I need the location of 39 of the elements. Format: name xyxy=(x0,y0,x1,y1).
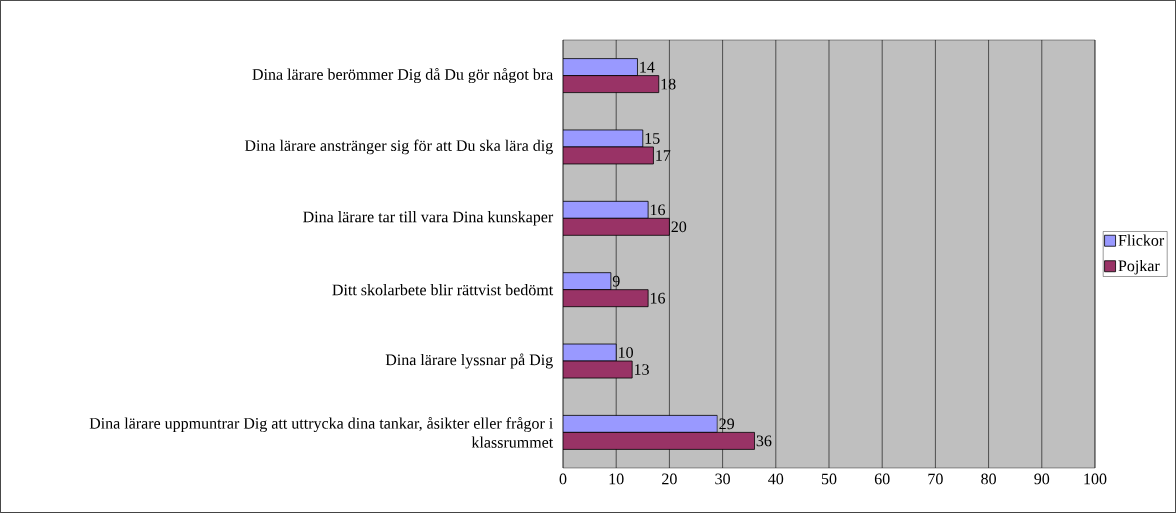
x-tick-label: 60 xyxy=(874,473,890,485)
y-tick-label: Dina lärare anstränger sig för att Du ska lära dig xyxy=(244,139,553,155)
x-tick-label: 80 xyxy=(981,473,996,485)
x-tick-label: 10 xyxy=(609,473,624,485)
data-label: 14 xyxy=(640,61,655,73)
y-tick-label: Dina lärare uppmuntrar Dig att uttrycka dina tankar, åsikter eller frågor i klassrummet xyxy=(89,417,554,448)
data-label: 36 xyxy=(756,435,772,447)
data-label: 17 xyxy=(656,150,671,161)
bar xyxy=(563,200,649,219)
x-tick-label: 0 xyxy=(559,473,567,485)
x-tick-label: 20 xyxy=(662,473,677,485)
bar xyxy=(563,289,649,308)
data-label: 15 xyxy=(645,133,660,144)
data-label: 16 xyxy=(650,204,666,216)
bar xyxy=(563,431,755,450)
data-label: 20 xyxy=(671,221,687,233)
data-label: 29 xyxy=(719,418,735,430)
data-label: 16 xyxy=(650,292,666,304)
x-tick-label: 40 xyxy=(768,473,784,485)
y-tick-label: Ditt skolarbete blir rättvist bedömt xyxy=(332,284,554,296)
data-label: 9 xyxy=(612,275,620,287)
legend-label: Pojkar xyxy=(1118,259,1160,275)
y-tick-label: Dina lärare lyssnar på Dig xyxy=(385,353,553,369)
legend-label: Flickor xyxy=(1118,234,1165,246)
bar xyxy=(563,414,718,433)
data-label: 10 xyxy=(619,347,633,358)
x-tick-label: 70 xyxy=(928,473,943,485)
y-tick-label: Dina lärare tar till vara Dina kunskaper xyxy=(303,211,554,226)
x-tick-label: 100 xyxy=(1084,473,1107,485)
bar xyxy=(563,58,638,76)
y-tick-label: Dina lärare berömmer Dig då Du gör något bra xyxy=(252,68,553,84)
x-tick-label: 30 xyxy=(715,473,730,485)
data-label: 18 xyxy=(661,78,676,90)
bar xyxy=(563,217,670,236)
bar xyxy=(563,75,660,93)
data-label: 13 xyxy=(634,364,649,375)
x-tick-label: 50 xyxy=(821,473,837,485)
x-tick-label: 90 xyxy=(1034,473,1050,485)
bar xyxy=(563,272,612,291)
